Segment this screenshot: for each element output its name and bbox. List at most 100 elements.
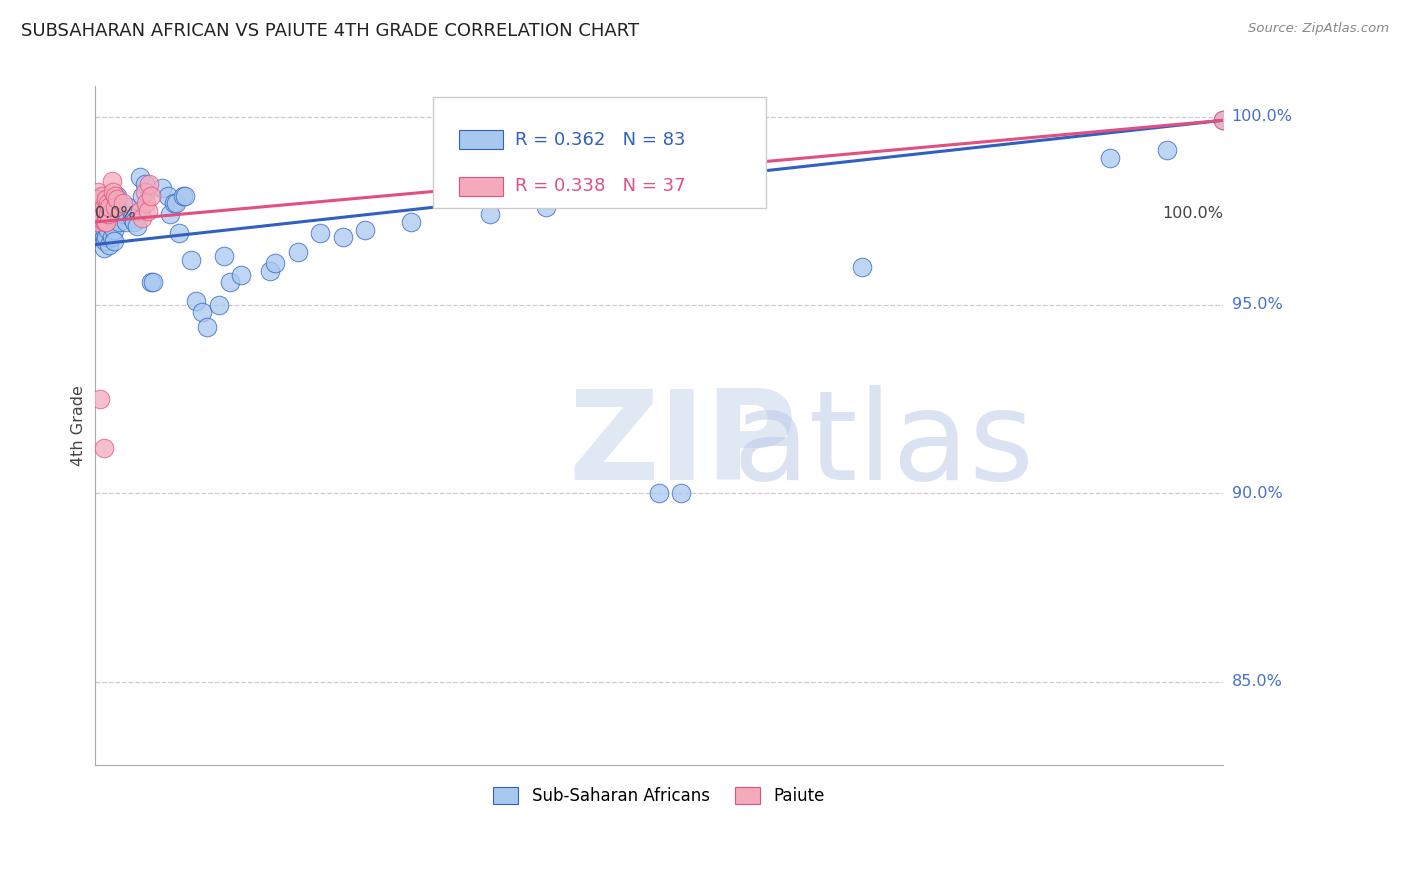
Point xyxy=(89,196,111,211)
Point xyxy=(87,185,110,199)
Point xyxy=(89,219,111,233)
Point xyxy=(332,230,354,244)
Point xyxy=(1156,144,1178,158)
Point xyxy=(94,219,117,233)
Point xyxy=(87,207,110,221)
Point xyxy=(214,249,236,263)
Point xyxy=(128,169,150,184)
Point xyxy=(1212,113,1234,128)
Point xyxy=(87,203,110,218)
Point xyxy=(231,268,253,282)
Point xyxy=(98,200,121,214)
Text: SUBSAHARAN AFRICAN VS PAIUTE 4TH GRADE CORRELATION CHART: SUBSAHARAN AFRICAN VS PAIUTE 4TH GRADE C… xyxy=(21,22,640,40)
Point xyxy=(94,230,117,244)
Point xyxy=(122,215,145,229)
Point xyxy=(93,200,115,214)
FancyBboxPatch shape xyxy=(460,130,503,149)
Point xyxy=(87,222,110,236)
Point xyxy=(104,200,127,214)
Point xyxy=(90,222,112,236)
Point xyxy=(100,173,122,187)
Point xyxy=(121,211,143,226)
Point xyxy=(150,181,173,195)
Point xyxy=(131,211,153,226)
Point xyxy=(91,215,114,229)
Point xyxy=(111,207,134,221)
Point xyxy=(93,219,115,233)
Text: 100.0%: 100.0% xyxy=(1163,206,1223,221)
Point xyxy=(111,196,134,211)
Point xyxy=(86,193,108,207)
Point xyxy=(139,275,162,289)
Point xyxy=(219,275,242,289)
Point xyxy=(89,196,111,211)
Point xyxy=(91,203,114,218)
Point xyxy=(135,196,157,211)
Point xyxy=(93,230,115,244)
Point xyxy=(287,245,309,260)
Point xyxy=(128,203,150,218)
Point xyxy=(354,222,377,236)
Text: Source: ZipAtlas.com: Source: ZipAtlas.com xyxy=(1249,22,1389,36)
Point xyxy=(134,178,156,192)
Point xyxy=(98,203,121,218)
Text: ZIP: ZIP xyxy=(568,385,797,507)
Point xyxy=(186,294,208,309)
Point xyxy=(89,392,111,406)
Point xyxy=(100,207,122,221)
Point xyxy=(100,230,122,244)
Point xyxy=(197,320,219,334)
Text: R = 0.338   N = 37: R = 0.338 N = 37 xyxy=(515,178,685,195)
Point xyxy=(259,264,281,278)
Point xyxy=(94,215,117,229)
Point xyxy=(136,203,159,218)
FancyBboxPatch shape xyxy=(433,96,766,209)
Point xyxy=(87,196,110,211)
Point xyxy=(105,193,128,207)
Point xyxy=(90,200,112,214)
Point xyxy=(134,185,156,199)
Point xyxy=(191,305,214,319)
Text: 100.0%: 100.0% xyxy=(1232,109,1292,124)
Point xyxy=(117,200,139,214)
Point xyxy=(87,211,110,226)
Point xyxy=(1099,151,1122,165)
Point xyxy=(100,219,122,233)
Y-axis label: 4th Grade: 4th Grade xyxy=(72,385,86,466)
Point xyxy=(93,441,115,455)
Point xyxy=(89,230,111,244)
Point xyxy=(478,207,501,221)
Legend: Sub-Saharan Africans, Paiute: Sub-Saharan Africans, Paiute xyxy=(485,779,832,814)
Point xyxy=(115,215,138,229)
Point xyxy=(264,256,287,270)
Text: 85.0%: 85.0% xyxy=(1232,674,1282,690)
Point xyxy=(179,252,201,267)
FancyBboxPatch shape xyxy=(460,177,503,195)
Point xyxy=(93,234,115,248)
Point xyxy=(86,215,108,229)
Point xyxy=(173,188,195,202)
Point xyxy=(103,222,125,236)
Point xyxy=(101,185,124,199)
Point xyxy=(162,196,184,211)
Point xyxy=(94,203,117,218)
Point xyxy=(87,193,110,207)
Point xyxy=(131,188,153,202)
Point xyxy=(97,200,120,214)
Point xyxy=(108,215,131,229)
Point xyxy=(93,207,115,221)
Point xyxy=(98,215,121,229)
Point xyxy=(851,260,873,275)
Point xyxy=(89,207,111,221)
Point xyxy=(159,207,181,221)
Point xyxy=(103,211,125,226)
Point xyxy=(104,188,127,202)
Point xyxy=(208,298,231,312)
Point xyxy=(139,188,162,202)
Point xyxy=(142,275,165,289)
Text: atlas: atlas xyxy=(733,385,1035,507)
Point xyxy=(534,200,557,214)
Point xyxy=(1212,113,1234,128)
Point xyxy=(98,237,121,252)
Point xyxy=(172,188,194,202)
